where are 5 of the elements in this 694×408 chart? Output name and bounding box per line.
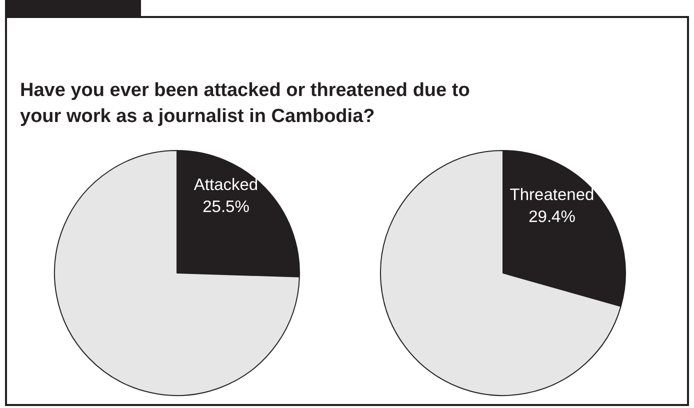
chart-title: Have you ever been attacked or threatened due to your work as a journalist in Cambodia? — [20, 79, 471, 129]
data-label: 25.5% — [202, 198, 250, 216]
data-label: 29.4% — [528, 208, 576, 226]
slice-label: Threatened — [510, 186, 594, 204]
slice-label: Attacked — [194, 176, 258, 194]
